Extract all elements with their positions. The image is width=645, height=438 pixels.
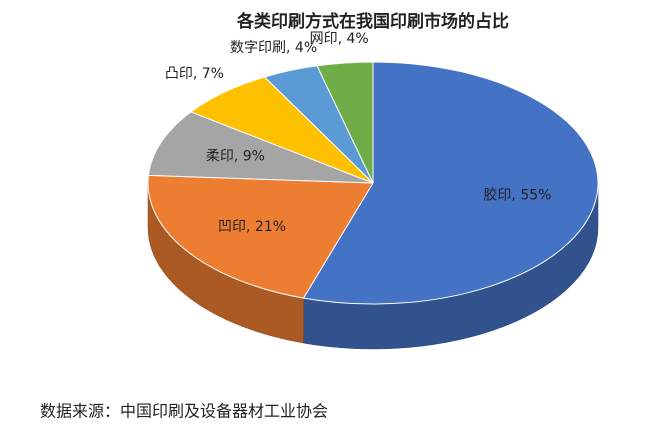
data-label: 胶印, 55% bbox=[483, 186, 551, 203]
source-note: 数据来源：中国印刷及设备器材工业协会 bbox=[40, 402, 328, 421]
data-label: 数字印刷, 4% bbox=[230, 40, 317, 56]
pie-slice bbox=[316, 61, 374, 184]
data-label: 网印, 4% bbox=[310, 31, 369, 47]
data-label: 柔印, 9% bbox=[206, 148, 265, 164]
data-label: 凹印, 21% bbox=[218, 219, 286, 235]
data-label: 凸印, 7% bbox=[165, 66, 224, 82]
pie: 胶印, 55% 凹印, 21% 柔印, 9% 凸印, 7% 数字印刷, 4%网印, 4% bbox=[147, 31, 599, 350]
chart-title: 各类印刷方式在我国印刷市场的占比 bbox=[236, 11, 509, 32]
pie-slice bbox=[147, 111, 374, 184]
pie-slice bbox=[147, 174, 374, 299]
pie-slice bbox=[302, 61, 599, 305]
